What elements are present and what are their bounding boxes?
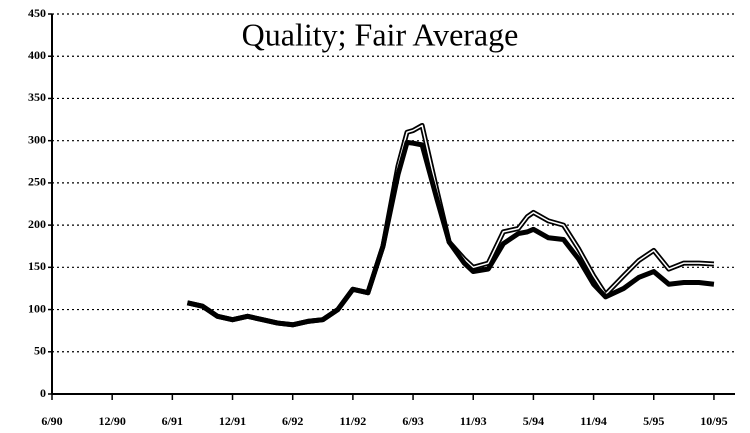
y-tick-label: 250 (28, 175, 46, 189)
x-tick-label: 6/93 (402, 414, 423, 428)
series-line (186, 122, 715, 328)
x-tick-label: 11/94 (580, 414, 607, 428)
y-tick-label: 300 (28, 132, 46, 146)
x-tick-label: 6/92 (282, 414, 303, 428)
y-tick-label: 450 (28, 6, 46, 20)
x-tick-label: 5/95 (643, 414, 664, 428)
x-tick-label: 6/90 (41, 414, 62, 428)
series-line (186, 139, 715, 328)
x-tick-label: 12/90 (99, 414, 126, 428)
series-line-inner (187, 124, 714, 326)
y-tick-label: 0 (40, 386, 46, 400)
y-tick-label: 350 (28, 90, 46, 104)
x-tick-label: 11/92 (340, 414, 367, 428)
y-tick-label: 200 (28, 217, 46, 231)
x-tick-label: 12/91 (219, 414, 246, 428)
chart-title: Quality; Fair Average (242, 16, 519, 52)
y-tick-label: 50 (34, 344, 46, 358)
x-tick-label: 5/94 (523, 414, 544, 428)
x-tick-label: 11/93 (460, 414, 487, 428)
x-tick-label: 6/91 (162, 414, 183, 428)
x-tick-label: 10/95 (700, 414, 727, 428)
y-tick-label: 400 (28, 48, 46, 62)
y-tick-label: 150 (28, 259, 46, 273)
y-tick-label: 100 (28, 301, 46, 315)
